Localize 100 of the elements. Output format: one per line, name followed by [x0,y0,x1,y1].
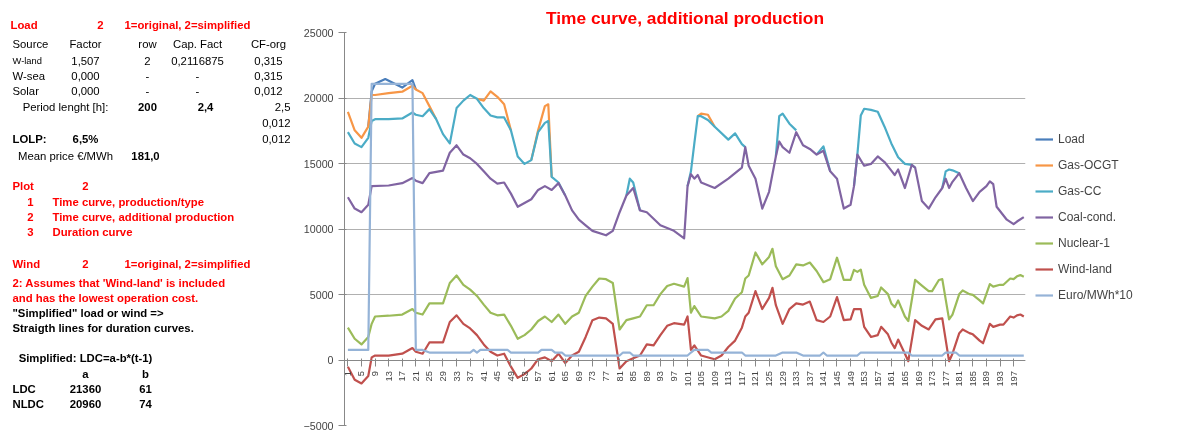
text: 2 [97,18,104,31]
chart-title: Time curve, additional production [546,7,824,28]
text: LOLP: [12,132,47,145]
text: - [145,69,150,82]
x-tick-label: 1 [342,370,353,377]
text: 0,012 [254,84,283,97]
text: Wind [12,257,41,270]
y-tick-label: 25000 [303,26,334,39]
text: Duration curve [52,225,133,238]
x-tick-label: 21 [410,370,421,382]
text: Source [12,37,49,50]
text: - [145,84,150,97]
x-tick-label: 5 [356,370,367,377]
x-tick-label: 173 [927,370,938,387]
y-tick-label: 10000 [303,223,334,235]
x-tick-label: 121 [750,370,761,387]
text: row [138,37,158,50]
x-tick-label: 49 [505,370,516,382]
text: Mean price €/MWh [17,149,114,162]
text: 2,4 [197,100,215,113]
text: 0,000 [71,84,100,97]
text: 21360 [69,382,102,395]
x-tick-label: 185 [967,370,978,387]
text: 2 [27,210,34,223]
x-tick-label: 197 [1008,370,1019,387]
text: and has the lowest operation cost. [12,291,199,304]
x-tick-label: 109 [709,370,720,387]
y-tick-label: 5000 [309,288,334,301]
x-tick-label: 41 [478,370,489,382]
x-tick-label: 113 [723,371,734,386]
x-tick-label: 141 [818,370,829,387]
text: 2 [82,179,89,192]
text: 2,5 [274,100,291,113]
text: a [82,367,90,380]
x-tick-label: 149 [845,370,856,387]
text: 1=original, 2=simplified [124,257,251,270]
legend-label: Gas-OCGT [1058,158,1119,172]
x-tick-label: 69 [573,370,584,382]
y-tick-label: 15000 [303,157,334,170]
x-tick-label: 145 [831,370,842,387]
line-series [346,247,1025,346]
x-tick-label: 153 [859,370,870,387]
x-tick-label: 25 [424,370,435,382]
text: Cap. Fact [172,37,223,50]
text: Time curve, production/type [52,195,204,208]
legend-label: Load [1058,132,1085,146]
x-tick-label: 129 [777,370,788,387]
text: 61 [139,382,152,395]
line-series [346,82,1025,357]
text: Simplified: LDC=a-b*(t-1) [18,351,153,364]
text: NLDC [12,397,44,410]
text: 1 [27,195,34,208]
x-tick-label: 137 [804,370,815,387]
legend-label: Euro/MWh*10 [1058,288,1133,302]
text: W-sea [12,69,46,82]
x-tick-label: 117 [736,371,747,386]
text: 0,315 [254,54,283,67]
x-tick-label: 181 [954,370,965,387]
text: 74 [139,397,153,410]
x-tick-label: 81 [614,370,625,382]
legend-label: Gas-CC [1058,184,1102,198]
text: LDC [12,382,36,395]
x-tick-label: 17 [397,370,408,382]
text: 0,012 [262,116,291,129]
x-tick-label: 61 [546,370,557,382]
text: 0,2116875 [171,54,224,67]
x-tick-label: 189 [981,370,992,387]
text: 6,5% [72,132,99,145]
text: 2 [144,54,151,67]
text: 1=original, 2=simplified [124,18,251,31]
x-tick-label: 157 [872,370,883,387]
text: 3 [27,225,34,238]
text: 200 [138,100,157,113]
line-series [346,131,1025,240]
line-series [346,286,1025,385]
x-tick-label: 9 [370,370,381,377]
text: 0,012 [262,132,291,145]
x-tick-label: 101 [682,370,693,387]
text: 0,000 [71,69,100,82]
x-tick-label: 85 [628,370,639,382]
text: Time curve, additional production [52,210,235,223]
text: Load [10,18,38,31]
x-tick-label: 13 [383,370,394,382]
text: Plot [12,179,35,192]
x-tick-label: 161 [886,370,897,387]
x-tick-label: 45 [492,370,503,382]
text: 2: Assumes that 'Wind-land' is included [12,276,226,289]
text: Solar [12,84,40,97]
text: - [195,69,200,82]
x-tick-label: 53 [519,370,530,382]
x-tick-label: 29 [438,370,448,382]
x-tick-label: 33 [451,370,462,382]
x-tick-label: 133 [791,370,802,387]
x-tick-label: 125 [764,370,775,387]
x-tick-label: 77 [601,370,612,382]
y-tick-label: 0 [327,354,334,366]
text: 181,0 [131,149,160,162]
text: Straigth lines for duration curves. [12,321,194,334]
text: W-land [12,55,42,66]
y-tick-label: 20000 [303,92,334,104]
